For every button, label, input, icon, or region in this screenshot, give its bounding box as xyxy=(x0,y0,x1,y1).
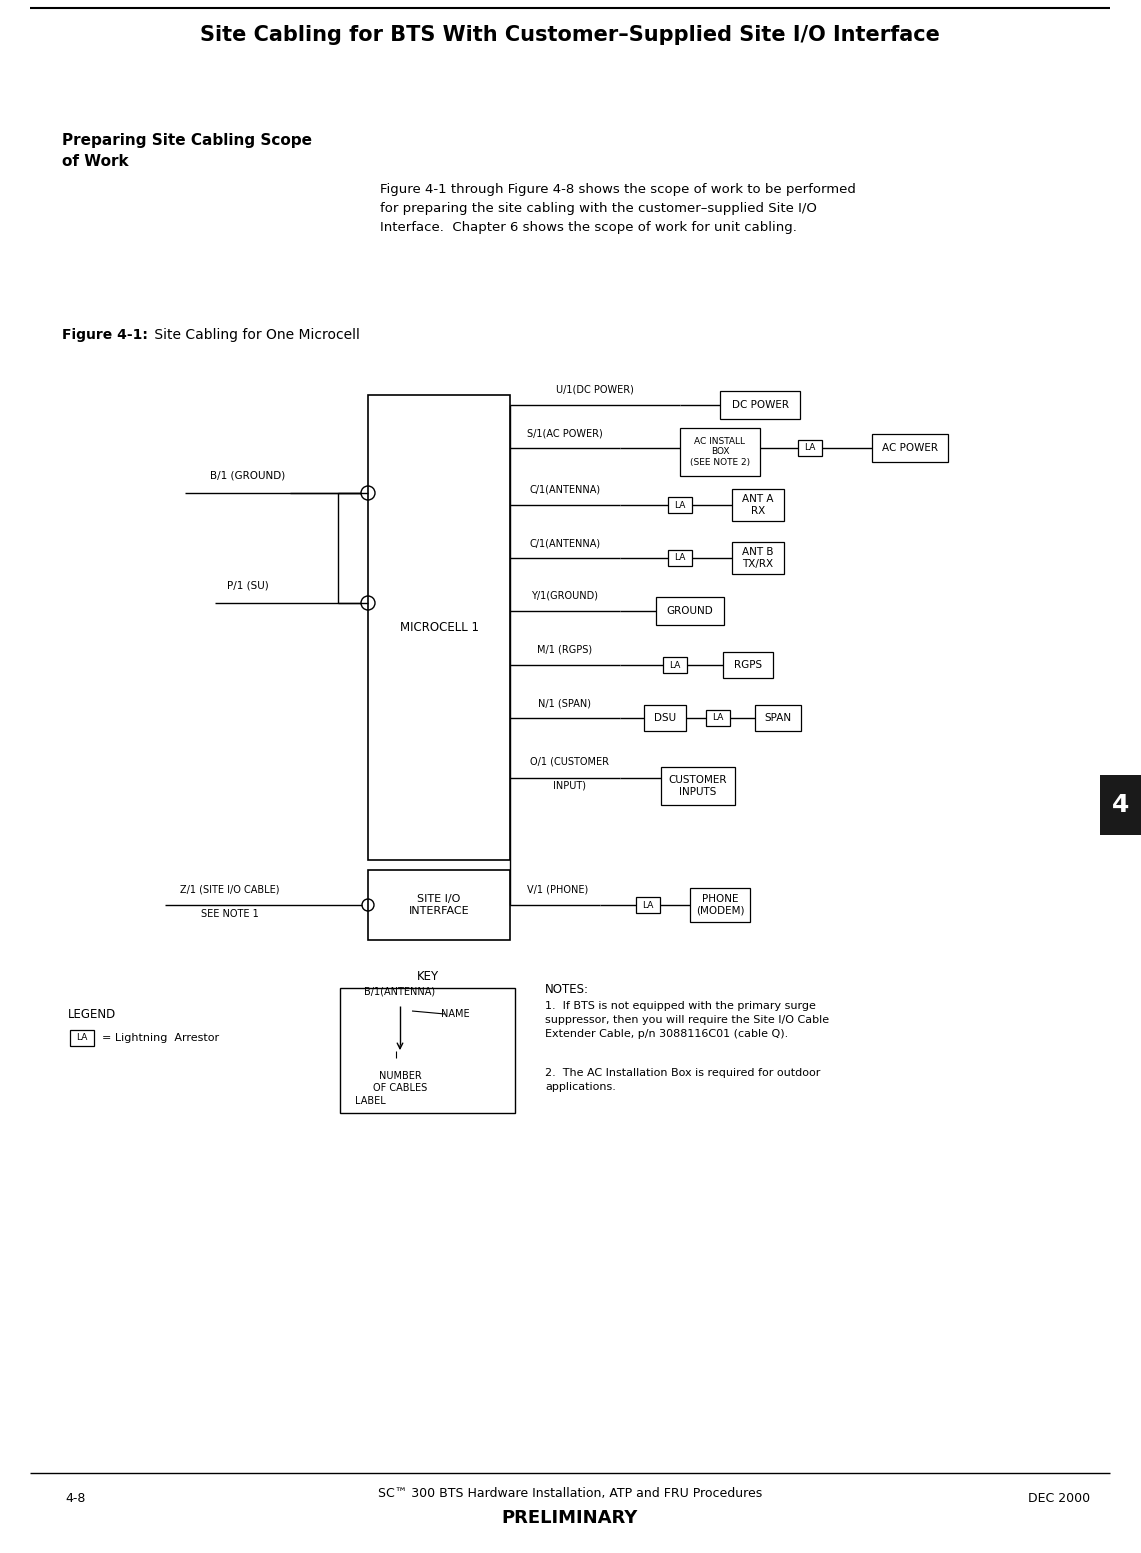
Text: Site Cabling for BTS With Customer–Supplied Site I/O Interface: Site Cabling for BTS With Customer–Suppl… xyxy=(200,25,940,45)
Text: B/1 (GROUND): B/1 (GROUND) xyxy=(210,471,285,481)
Bar xyxy=(872,433,948,461)
Text: AC POWER: AC POWER xyxy=(882,443,938,453)
Text: Z/1 (SITE I/O CABLE): Z/1 (SITE I/O CABLE) xyxy=(180,885,280,895)
Bar xyxy=(1100,775,1141,836)
Bar xyxy=(723,652,772,679)
Bar xyxy=(755,705,801,731)
Bar xyxy=(369,394,510,860)
Text: LA: LA xyxy=(76,1033,88,1042)
Text: B/1(ANTENNA): B/1(ANTENNA) xyxy=(364,986,436,995)
Text: ANT B
TX/RX: ANT B TX/RX xyxy=(743,547,774,568)
Text: LA: LA xyxy=(674,553,686,562)
Text: LA: LA xyxy=(642,901,654,910)
Text: SEE NOTE 1: SEE NOTE 1 xyxy=(201,909,259,919)
Text: N/1 (SPAN): N/1 (SPAN) xyxy=(539,697,591,708)
Text: SPAN: SPAN xyxy=(764,713,792,724)
Bar xyxy=(340,988,515,1114)
Text: DC POWER: DC POWER xyxy=(731,401,788,410)
Bar xyxy=(680,429,760,477)
Text: LA: LA xyxy=(712,713,723,722)
Text: 4: 4 xyxy=(1111,794,1130,817)
Text: SITE I/O
INTERFACE: SITE I/O INTERFACE xyxy=(408,895,469,916)
Text: AC INSTALL
BOX
(SEE NOTE 2): AC INSTALL BOX (SEE NOTE 2) xyxy=(690,436,750,467)
Bar xyxy=(70,1030,94,1047)
Bar xyxy=(720,391,800,419)
Text: RGPS: RGPS xyxy=(734,660,762,669)
Text: O/1 (CUSTOMER: O/1 (CUSTOMER xyxy=(531,756,609,766)
Text: NOTES:: NOTES: xyxy=(545,983,589,995)
Bar xyxy=(798,439,822,457)
Bar xyxy=(667,550,691,565)
Text: PRELIMINARY: PRELIMINARY xyxy=(502,1510,638,1527)
Text: LA: LA xyxy=(804,444,816,452)
Text: CUSTOMER
INPUTS: CUSTOMER INPUTS xyxy=(669,775,727,797)
Text: Preparing Site Cabling Scope
of Work: Preparing Site Cabling Scope of Work xyxy=(62,134,311,169)
Text: DSU: DSU xyxy=(654,713,677,724)
Bar xyxy=(733,489,784,520)
Text: INPUT): INPUT) xyxy=(553,780,586,790)
Text: Site Cabling for One Microcell: Site Cabling for One Microcell xyxy=(149,328,359,342)
Text: V/1 (PHONE): V/1 (PHONE) xyxy=(527,885,589,895)
Text: LEGEND: LEGEND xyxy=(68,1008,116,1022)
Text: C/1(ANTENNA): C/1(ANTENNA) xyxy=(529,537,600,548)
Text: KEY: KEY xyxy=(416,969,438,983)
Bar xyxy=(656,596,725,624)
Bar xyxy=(663,657,687,672)
Bar xyxy=(733,542,784,575)
Text: 4-8: 4-8 xyxy=(65,1491,86,1505)
Text: 1.  If BTS is not equipped with the primary surge
suppressor, then you will requ: 1. If BTS is not equipped with the prima… xyxy=(545,1002,830,1039)
Bar xyxy=(667,497,691,512)
Text: MICROCELL 1: MICROCELL 1 xyxy=(399,621,478,634)
Text: S/1(AC POWER): S/1(AC POWER) xyxy=(527,429,602,438)
Text: Y/1(GROUND): Y/1(GROUND) xyxy=(532,592,599,601)
Text: NUMBER
OF CABLES: NUMBER OF CABLES xyxy=(373,1072,427,1093)
Text: Figure 4-1:: Figure 4-1: xyxy=(62,328,148,342)
Text: ANT A
RX: ANT A RX xyxy=(743,494,774,516)
Text: C/1(ANTENNA): C/1(ANTENNA) xyxy=(529,485,600,495)
Text: DEC 2000: DEC 2000 xyxy=(1028,1491,1090,1505)
Text: M/1 (RGPS): M/1 (RGPS) xyxy=(537,644,592,655)
Text: LABEL: LABEL xyxy=(355,1096,386,1106)
Text: GROUND: GROUND xyxy=(666,606,713,617)
Bar xyxy=(690,888,750,922)
Text: Figure 4-1 through Figure 4-8 shows the scope of work to be performed
for prepar: Figure 4-1 through Figure 4-8 shows the … xyxy=(380,183,856,235)
Text: LA: LA xyxy=(670,660,681,669)
Text: = Lightning  Arrestor: = Lightning Arrestor xyxy=(102,1033,219,1044)
Bar xyxy=(636,898,659,913)
Text: U/1(DC POWER): U/1(DC POWER) xyxy=(556,385,634,394)
Bar xyxy=(644,705,686,731)
Text: LA: LA xyxy=(674,500,686,509)
Bar xyxy=(661,767,735,804)
Text: P/1 (SU): P/1 (SU) xyxy=(227,581,269,592)
Text: 2.  The AC Installation Box is required for outdoor
applications.: 2. The AC Installation Box is required f… xyxy=(545,1068,820,1092)
Bar xyxy=(369,870,510,940)
Text: SC™ 300 BTS Hardware Installation, ATP and FRU Procedures: SC™ 300 BTS Hardware Installation, ATP a… xyxy=(378,1486,762,1500)
Bar xyxy=(706,710,730,725)
Text: NAME: NAME xyxy=(440,1009,469,1019)
Text: PHONE
(MODEM): PHONE (MODEM) xyxy=(696,895,744,916)
